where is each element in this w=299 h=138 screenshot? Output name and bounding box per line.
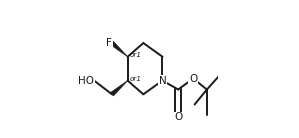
Text: or1: or1: [130, 76, 142, 82]
Text: HO: HO: [78, 76, 94, 86]
Text: N: N: [158, 76, 166, 86]
Text: O: O: [189, 74, 197, 84]
Text: or1: or1: [130, 52, 142, 58]
Text: O: O: [174, 112, 182, 123]
Polygon shape: [111, 41, 128, 57]
Text: F: F: [106, 38, 112, 48]
Polygon shape: [111, 81, 128, 96]
